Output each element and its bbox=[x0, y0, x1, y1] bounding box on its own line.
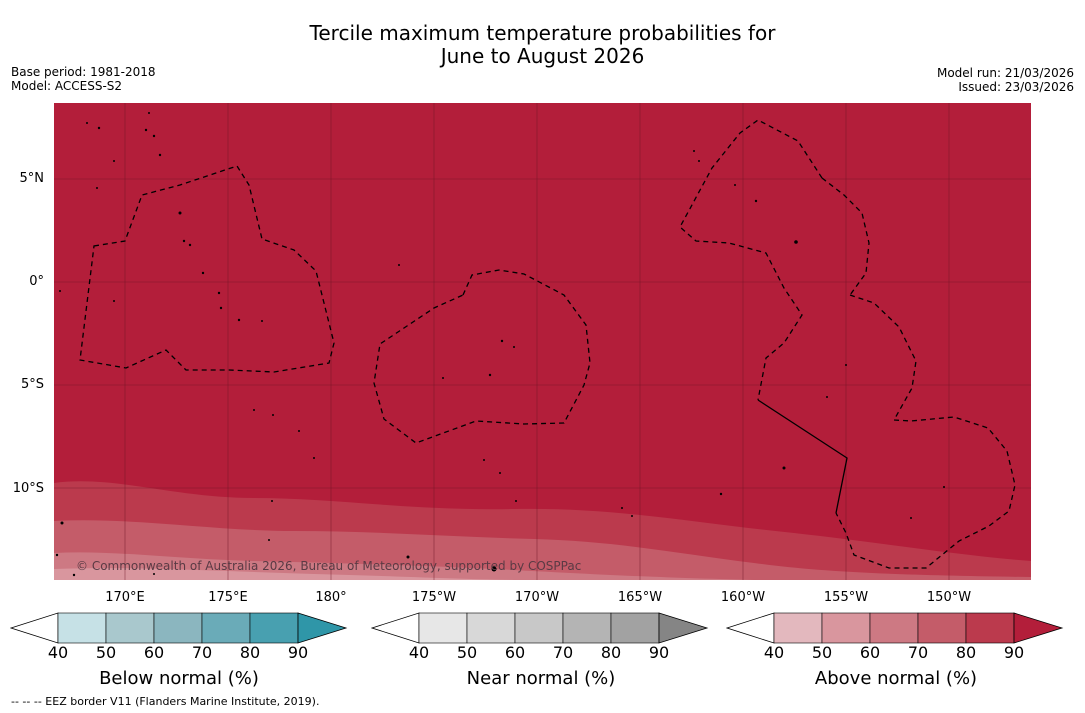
meta-left: Base period: 1981-2018 Model: ACCESS-S2 bbox=[11, 65, 156, 93]
colorbar-tick-label: 80 bbox=[239, 643, 261, 662]
colorbar-tick-label: 60 bbox=[859, 643, 881, 662]
x-tick-155w: 155°W bbox=[823, 590, 869, 605]
copyright-notice: © Commonwealth of Australia 2026, Bureau… bbox=[76, 559, 582, 573]
x-tick-150w: 150°W bbox=[926, 590, 972, 605]
colorbar-tick-label: 50 bbox=[811, 643, 833, 662]
colorbar-segment bbox=[201, 612, 251, 644]
colorbar-segment bbox=[466, 612, 516, 644]
colorbar-tick-label: 40 bbox=[408, 643, 430, 662]
y-tick-0: 0° bbox=[29, 274, 44, 289]
eez-east-south bbox=[835, 294, 1016, 569]
eez-borders bbox=[79, 119, 1016, 569]
colorbar-tick-label: 50 bbox=[456, 643, 478, 662]
colorbar-below-normal bbox=[10, 612, 348, 644]
eez-east-north-link bbox=[821, 177, 870, 296]
colorbar-segment bbox=[514, 612, 564, 644]
colorbar-segment bbox=[821, 612, 871, 644]
colorbar-tick-label: 90 bbox=[1003, 643, 1025, 662]
colorbar-tick-label: 70 bbox=[191, 643, 213, 662]
colorbar-title-above: Above normal (%) bbox=[814, 668, 978, 689]
colorbar-segment bbox=[562, 612, 612, 644]
model-run: Model run: 21/03/2026 bbox=[936, 66, 1074, 80]
colorbar-segment bbox=[105, 612, 155, 644]
colorbar-tick-label: 70 bbox=[907, 643, 929, 662]
colorbar-segment bbox=[610, 612, 660, 644]
colorbar-extend-low bbox=[726, 612, 775, 644]
x-tick-170e: 170°E bbox=[105, 590, 145, 605]
colorbar-segment bbox=[57, 612, 107, 644]
colorbar-title-below: Below normal (%) bbox=[99, 668, 259, 689]
eez-solid-border bbox=[757, 399, 848, 514]
eez-footnote: -- -- -- EEZ border V11 (Flanders Marine… bbox=[11, 695, 320, 708]
x-tick-175w: 175°W bbox=[411, 590, 457, 605]
colorbar-extend-low bbox=[10, 612, 59, 644]
meta-right: Model run: 21/03/2026 Issued: 23/03/2026 bbox=[937, 66, 1074, 94]
colorbar-tick-label: 60 bbox=[504, 643, 526, 662]
band-50 bbox=[54, 568, 514, 580]
x-tick-180: 180° bbox=[315, 590, 347, 605]
x-tick-165w: 165°W bbox=[617, 590, 663, 605]
colorbar-segment bbox=[153, 612, 203, 644]
colorbar-segment bbox=[917, 612, 967, 644]
issued-date: Issued: 23/03/2026 bbox=[958, 80, 1074, 94]
title-line-2: June to August 2026 bbox=[440, 44, 645, 68]
colorbar-segment bbox=[965, 612, 1015, 644]
x-tick-175e: 175°E bbox=[208, 590, 248, 605]
colorbar-title-near: Near normal (%) bbox=[466, 668, 616, 689]
colorbar-extend-high bbox=[1013, 612, 1064, 644]
colorbar-tick-label: 40 bbox=[763, 643, 785, 662]
colorbar-near-normal bbox=[371, 612, 709, 644]
colorbar-tick-label: 70 bbox=[552, 643, 574, 662]
base-period: Base period: 1981-2018 bbox=[11, 65, 156, 79]
colorbar-extend-low bbox=[371, 612, 420, 644]
model-name: Model: ACCESS-S2 bbox=[11, 79, 123, 93]
colorbar-tick-label: 80 bbox=[600, 643, 622, 662]
colorbar-extend-high bbox=[658, 612, 709, 644]
map-title: Tercile maximum temperature probabilitie… bbox=[0, 22, 1085, 68]
eez-central bbox=[373, 269, 591, 444]
colorbar-tick-label: 90 bbox=[287, 643, 309, 662]
colorbar-segment bbox=[869, 612, 919, 644]
y-tick-5s: 5°S bbox=[20, 377, 44, 392]
colorbar-above-normal bbox=[726, 612, 1064, 644]
colorbar-segment bbox=[249, 612, 299, 644]
colorbar-segment bbox=[418, 612, 468, 644]
colorbar-segment bbox=[773, 612, 823, 644]
eez-west bbox=[79, 165, 335, 373]
eez-east-north bbox=[679, 119, 823, 401]
x-tick-170w: 170°W bbox=[514, 590, 560, 605]
map-svg bbox=[54, 103, 1031, 580]
title-line-1: Tercile maximum temperature probabilitie… bbox=[309, 21, 776, 45]
colorbar-tick-label: 60 bbox=[143, 643, 165, 662]
colorbar-tick-label: 90 bbox=[648, 643, 670, 662]
colorbar-tick-label: 50 bbox=[95, 643, 117, 662]
colorbar-tick-label: 40 bbox=[47, 643, 69, 662]
gridlines bbox=[54, 103, 1031, 580]
colorbar-tick-label: 80 bbox=[955, 643, 977, 662]
colorbar-extend-high bbox=[297, 612, 348, 644]
islands bbox=[55, 112, 945, 577]
y-tick-10s: 10°S bbox=[12, 481, 44, 496]
x-tick-160w: 160°W bbox=[720, 590, 766, 605]
map-area bbox=[54, 103, 1031, 580]
y-tick-5n: 5°N bbox=[19, 171, 45, 186]
